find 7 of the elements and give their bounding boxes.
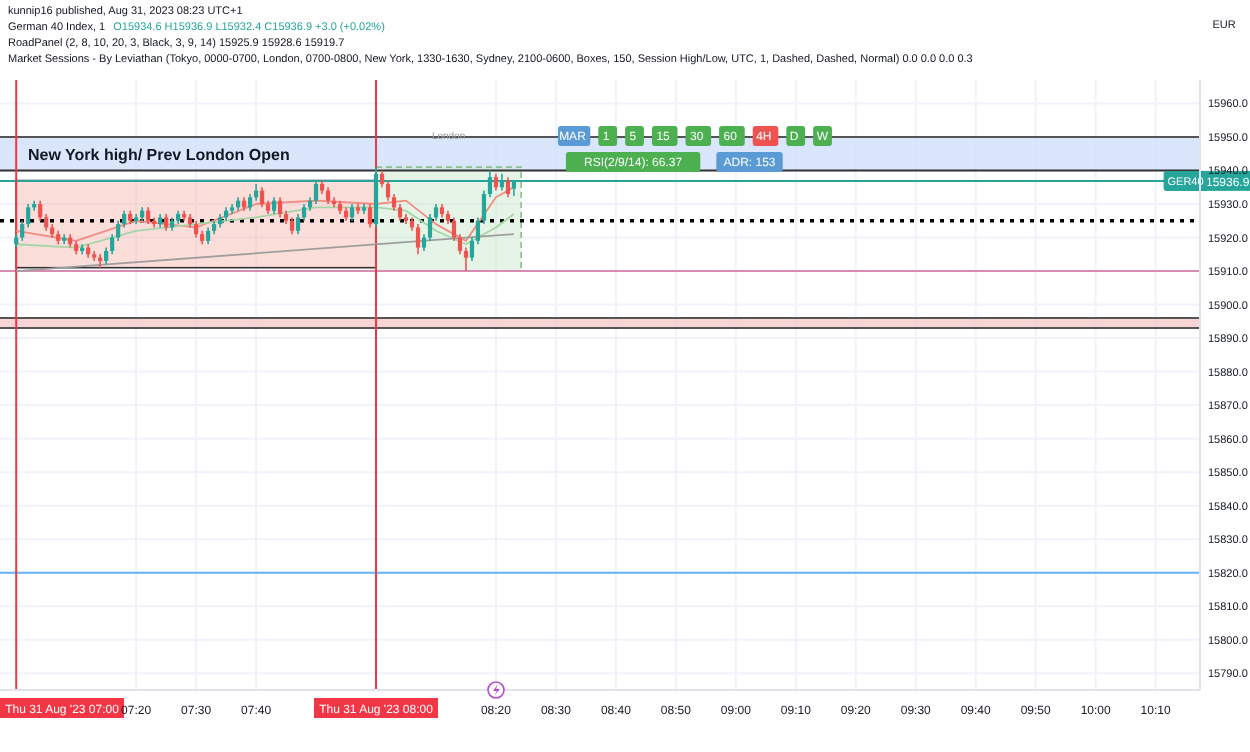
candlestick — [259, 186, 265, 209]
candlestick — [367, 203, 373, 229]
band-label: New York high/ Prev London Open — [28, 145, 290, 164]
candlestick — [415, 223, 421, 256]
candlestick — [505, 176, 511, 199]
line-series — [15, 206, 515, 249]
candlestick — [277, 196, 283, 219]
